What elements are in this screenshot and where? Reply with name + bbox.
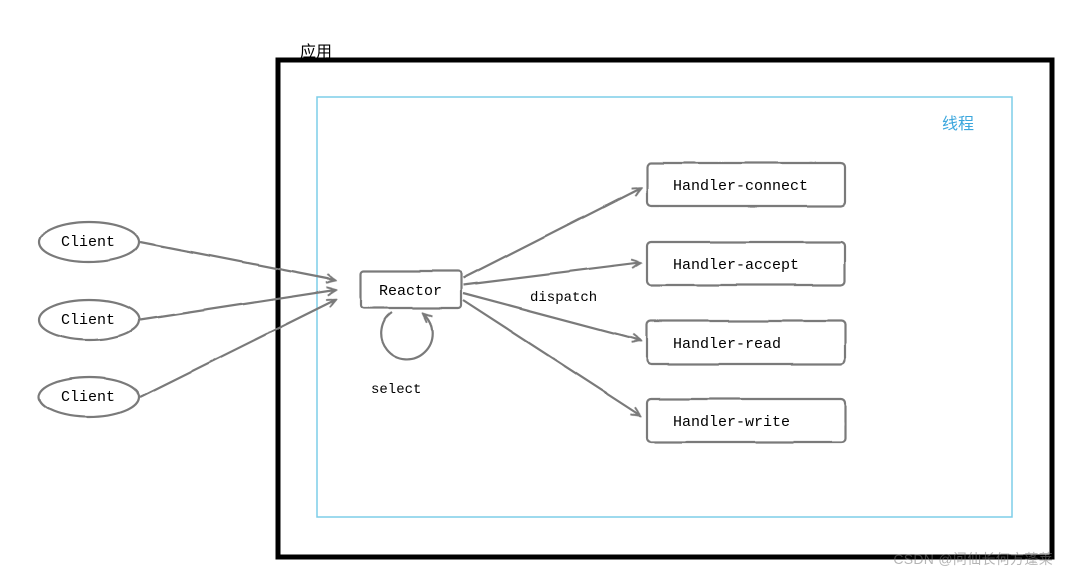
thread-box (317, 97, 1012, 517)
edge-reactor-handler (463, 263, 640, 285)
diagram-stage: 应用 线程 Client Client Client Reactor dispa… (0, 0, 1065, 577)
edge-client-reactor (140, 300, 335, 397)
select-label: select (371, 382, 421, 398)
handler-label: Handler-write (673, 414, 790, 431)
dispatch-label: dispatch (530, 290, 597, 306)
diagram-svg (0, 0, 1065, 577)
client-label: Client (61, 389, 115, 406)
edge-client-reactor (140, 290, 335, 320)
handler-label: Handler-accept (673, 257, 799, 274)
edge-reactor-handler (463, 300, 640, 415)
client-label: Client (61, 312, 115, 329)
watermark: CSDN @问仙长何方蓬莱 (893, 549, 1053, 569)
handler-label: Handler-connect (673, 178, 808, 195)
edge-reactor-handler (463, 188, 640, 278)
app-box (278, 60, 1052, 557)
reactor-label: Reactor (379, 283, 442, 300)
thread-title: 线程 (942, 110, 974, 134)
edge-client-reactor (140, 242, 335, 280)
app-title: 应用 (300, 38, 332, 62)
client-label: Client (61, 234, 115, 251)
handler-label: Handler-read (673, 336, 781, 353)
select-loop (381, 312, 433, 359)
